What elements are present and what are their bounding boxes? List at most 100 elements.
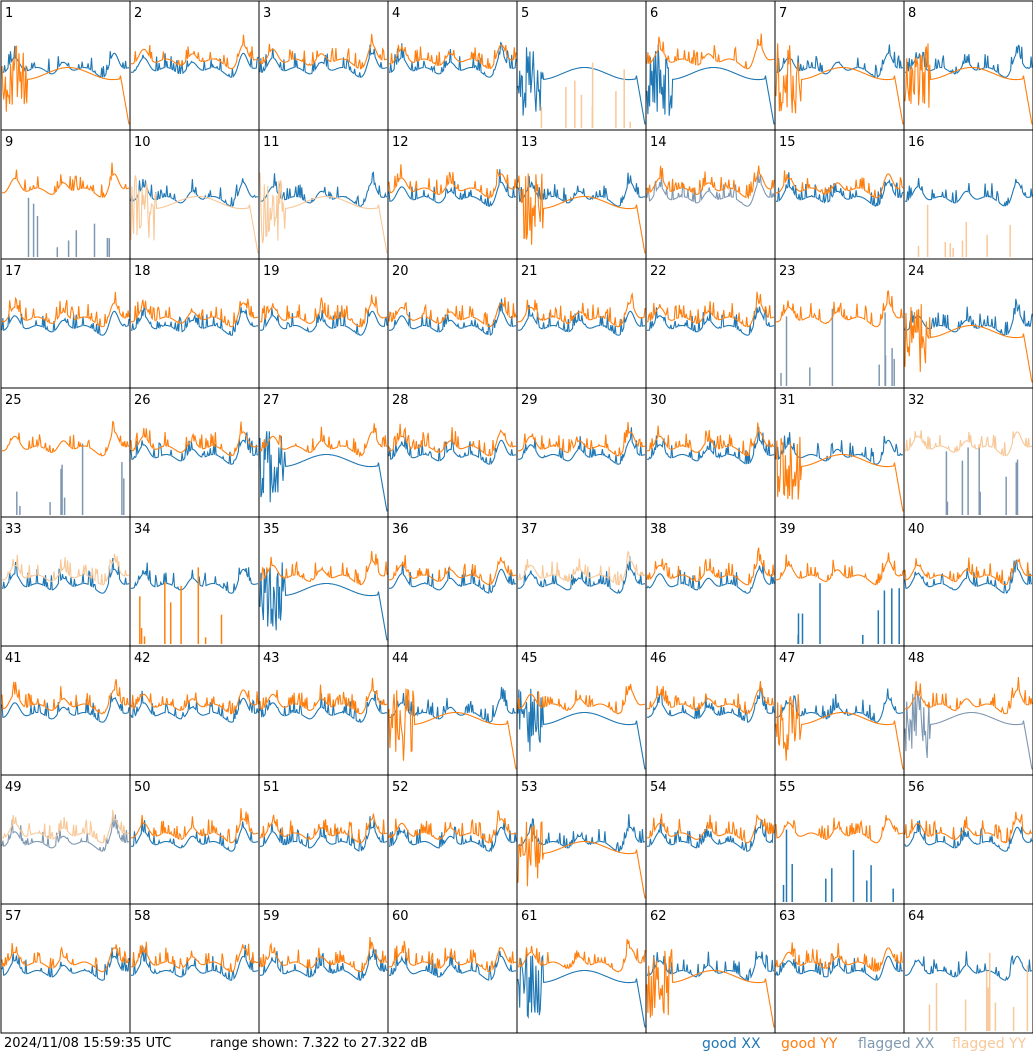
yy-trace [388,810,517,844]
panel-17: 17 [0,258,131,389]
panel-label: 47 [779,651,796,666]
xx-trace [259,562,388,641]
panel-label: 10 [134,135,151,150]
yy-trace [904,304,1033,383]
yy-trace [388,554,517,586]
xx-trace [517,949,646,1028]
panel-label: 32 [908,393,925,408]
yy-trace [1,162,130,199]
panel-frame [387,903,518,1034]
xx-trace [388,41,517,78]
panel-58: 58 [129,903,260,1034]
panel-frame [0,129,131,260]
xx-trace [646,171,775,207]
panel-46: 46 [645,645,776,776]
yy-trace [646,165,775,200]
panel-label: 7 [779,6,787,21]
yy-trace [1,291,130,328]
panel-label: 21 [521,264,538,279]
panel-18: 18 [129,258,260,389]
panel-9: 9 [0,129,131,260]
panel-label: 22 [650,264,667,279]
panel-label: 45 [521,651,538,666]
yy-trace [130,941,259,973]
panel-label: 43 [263,651,280,666]
yy-trace [517,291,646,328]
panel-51: 51 [258,774,389,905]
panel-label: 35 [263,522,280,537]
panel-frame [903,0,1033,131]
xx-trace [130,431,259,465]
xx-trace [388,561,517,594]
yy-trace [775,815,904,844]
yy-trace [775,43,904,125]
yy-trace [646,949,775,1028]
panel-7: 7 [774,0,905,131]
panel-label: 3 [263,6,271,21]
xx-trace [1,310,130,336]
panel-61: 61 [516,903,647,1034]
panel-1: 1 [0,0,131,131]
panel-label: 14 [650,135,667,150]
xx-trace [130,944,259,981]
xx-trace [130,306,259,336]
yy-trace [1,809,130,844]
panel-label: 6 [650,6,658,21]
panel-frame [903,645,1033,776]
panel-label: 15 [779,135,796,150]
xx-trace [388,950,517,981]
panel-label: 2 [134,6,142,21]
xx-trace [130,52,259,78]
panel-45: 45 [516,645,647,776]
yy-trace [517,938,646,973]
panel-63: 63 [774,903,905,1034]
panel-label: 4 [392,6,400,21]
yy-trace [259,172,388,254]
yy-trace [1,420,130,457]
yy-trace [646,422,775,457]
panel-59: 59 [258,903,389,1034]
legend-flagged-xx: flagged XX [858,1036,935,1052]
xx-trace [646,306,775,336]
panel-label: 30 [650,393,667,408]
panel-label: 63 [779,909,796,924]
yy-trace [646,680,775,715]
panel-label: 13 [521,135,538,150]
panel-label: 28 [392,393,409,408]
yy-trace [259,936,388,973]
panel-28: 28 [387,387,518,518]
panel-40: 40 [903,516,1033,647]
panel-label: 48 [908,651,925,666]
panel-36: 36 [387,516,518,647]
panel-25: 25 [0,387,131,518]
panel-19: 19 [258,258,389,389]
panel-32: 32 [903,387,1033,518]
yy-trace [130,808,259,844]
panel-label: 37 [521,522,538,537]
xx-trace [517,688,646,770]
panel-5: 5 [516,0,647,131]
panel-22: 22 [645,258,776,389]
panel-47: 47 [774,645,905,776]
panel-56: 56 [903,774,1033,905]
xx-trace [517,814,646,852]
yy-trace [517,421,646,457]
yy-trace [259,423,388,458]
yy-trace [1,45,130,125]
panel-label: 39 [779,522,796,537]
xx-trace [904,690,1033,770]
panel-16: 16 [903,129,1033,260]
xx-trace [388,169,517,207]
panel-label: 36 [392,522,409,537]
xx-trace [1,693,130,723]
panel-frame [774,516,905,647]
panel-label: 58 [134,909,151,924]
panel-label: 59 [263,909,280,924]
yy-trace [388,940,517,973]
panel-label: 46 [650,651,667,666]
panel-62: 62 [645,903,776,1034]
panel-23: 23 [774,258,905,389]
panel-label: 38 [650,522,667,537]
yy-trace [646,291,775,328]
